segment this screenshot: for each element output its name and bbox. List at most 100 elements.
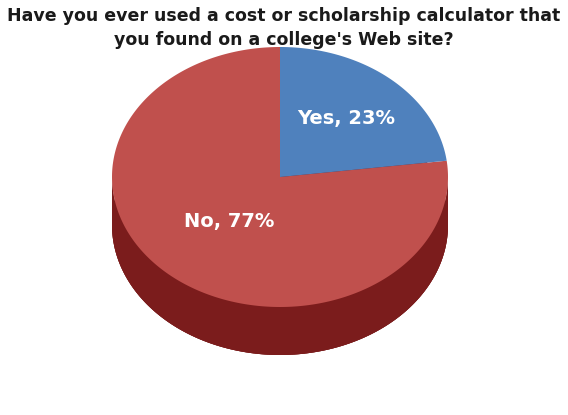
Polygon shape: [429, 235, 431, 284]
Polygon shape: [189, 286, 190, 335]
Polygon shape: [377, 283, 378, 331]
Polygon shape: [164, 271, 165, 320]
Polygon shape: [143, 252, 144, 302]
Polygon shape: [394, 272, 395, 321]
Polygon shape: [237, 303, 239, 351]
Polygon shape: [154, 263, 156, 312]
Polygon shape: [404, 263, 406, 312]
Polygon shape: [424, 242, 425, 291]
Polygon shape: [311, 305, 312, 353]
Polygon shape: [433, 229, 434, 278]
Polygon shape: [246, 304, 248, 353]
Polygon shape: [126, 229, 127, 278]
Polygon shape: [300, 306, 302, 354]
Polygon shape: [269, 307, 270, 355]
Polygon shape: [229, 301, 231, 349]
Polygon shape: [403, 264, 404, 313]
Polygon shape: [290, 307, 291, 355]
Polygon shape: [132, 239, 133, 288]
Polygon shape: [333, 300, 335, 348]
Polygon shape: [215, 297, 217, 346]
Polygon shape: [251, 305, 253, 353]
Polygon shape: [176, 279, 177, 328]
Polygon shape: [139, 248, 140, 297]
Polygon shape: [387, 276, 388, 325]
Polygon shape: [140, 249, 141, 298]
Polygon shape: [383, 279, 384, 328]
Polygon shape: [329, 301, 331, 349]
Polygon shape: [283, 307, 285, 355]
Polygon shape: [190, 287, 192, 336]
Polygon shape: [357, 292, 359, 340]
Polygon shape: [288, 307, 290, 355]
Polygon shape: [312, 304, 314, 353]
Polygon shape: [201, 292, 203, 340]
Polygon shape: [370, 286, 371, 335]
Polygon shape: [281, 307, 283, 355]
Polygon shape: [328, 301, 329, 349]
Polygon shape: [318, 303, 319, 352]
Polygon shape: [420, 248, 421, 297]
Polygon shape: [341, 298, 343, 346]
Polygon shape: [248, 305, 249, 353]
Polygon shape: [145, 255, 147, 304]
Polygon shape: [402, 265, 403, 314]
Text: Yes, 23%: Yes, 23%: [298, 109, 396, 128]
Polygon shape: [195, 289, 197, 338]
Polygon shape: [123, 224, 124, 273]
Polygon shape: [408, 260, 409, 309]
Polygon shape: [225, 300, 227, 348]
Polygon shape: [258, 306, 260, 354]
Polygon shape: [217, 298, 219, 346]
Polygon shape: [286, 307, 288, 355]
Polygon shape: [302, 306, 304, 354]
Polygon shape: [134, 241, 135, 290]
Polygon shape: [279, 307, 281, 355]
Polygon shape: [421, 246, 423, 295]
Polygon shape: [204, 293, 206, 342]
Polygon shape: [415, 254, 416, 303]
Polygon shape: [172, 276, 173, 325]
Polygon shape: [331, 300, 333, 349]
Polygon shape: [381, 280, 383, 329]
Polygon shape: [232, 302, 234, 350]
Polygon shape: [147, 256, 148, 305]
Polygon shape: [249, 305, 251, 353]
Polygon shape: [260, 306, 261, 354]
Polygon shape: [373, 285, 374, 334]
Polygon shape: [348, 295, 349, 344]
Polygon shape: [319, 303, 321, 352]
Polygon shape: [374, 284, 375, 333]
Polygon shape: [437, 221, 438, 271]
Polygon shape: [137, 246, 139, 295]
Polygon shape: [409, 259, 410, 308]
Polygon shape: [244, 304, 246, 352]
Polygon shape: [112, 47, 448, 307]
Polygon shape: [161, 269, 163, 318]
Polygon shape: [280, 47, 446, 177]
Polygon shape: [371, 286, 373, 334]
Polygon shape: [170, 276, 172, 325]
Polygon shape: [390, 275, 391, 324]
Polygon shape: [323, 303, 324, 351]
Polygon shape: [141, 250, 142, 299]
Polygon shape: [316, 304, 318, 352]
Polygon shape: [152, 261, 153, 310]
Polygon shape: [121, 219, 122, 268]
Polygon shape: [194, 288, 195, 337]
Polygon shape: [270, 307, 272, 355]
Polygon shape: [392, 273, 394, 322]
Polygon shape: [122, 221, 123, 271]
Polygon shape: [261, 306, 263, 354]
Polygon shape: [236, 303, 237, 351]
Polygon shape: [159, 267, 160, 316]
Polygon shape: [277, 307, 279, 355]
Polygon shape: [207, 294, 209, 343]
Polygon shape: [410, 258, 411, 307]
Polygon shape: [206, 294, 207, 342]
Polygon shape: [241, 303, 243, 352]
Polygon shape: [112, 177, 448, 355]
Polygon shape: [256, 306, 258, 354]
Polygon shape: [435, 226, 436, 276]
Polygon shape: [431, 232, 432, 282]
